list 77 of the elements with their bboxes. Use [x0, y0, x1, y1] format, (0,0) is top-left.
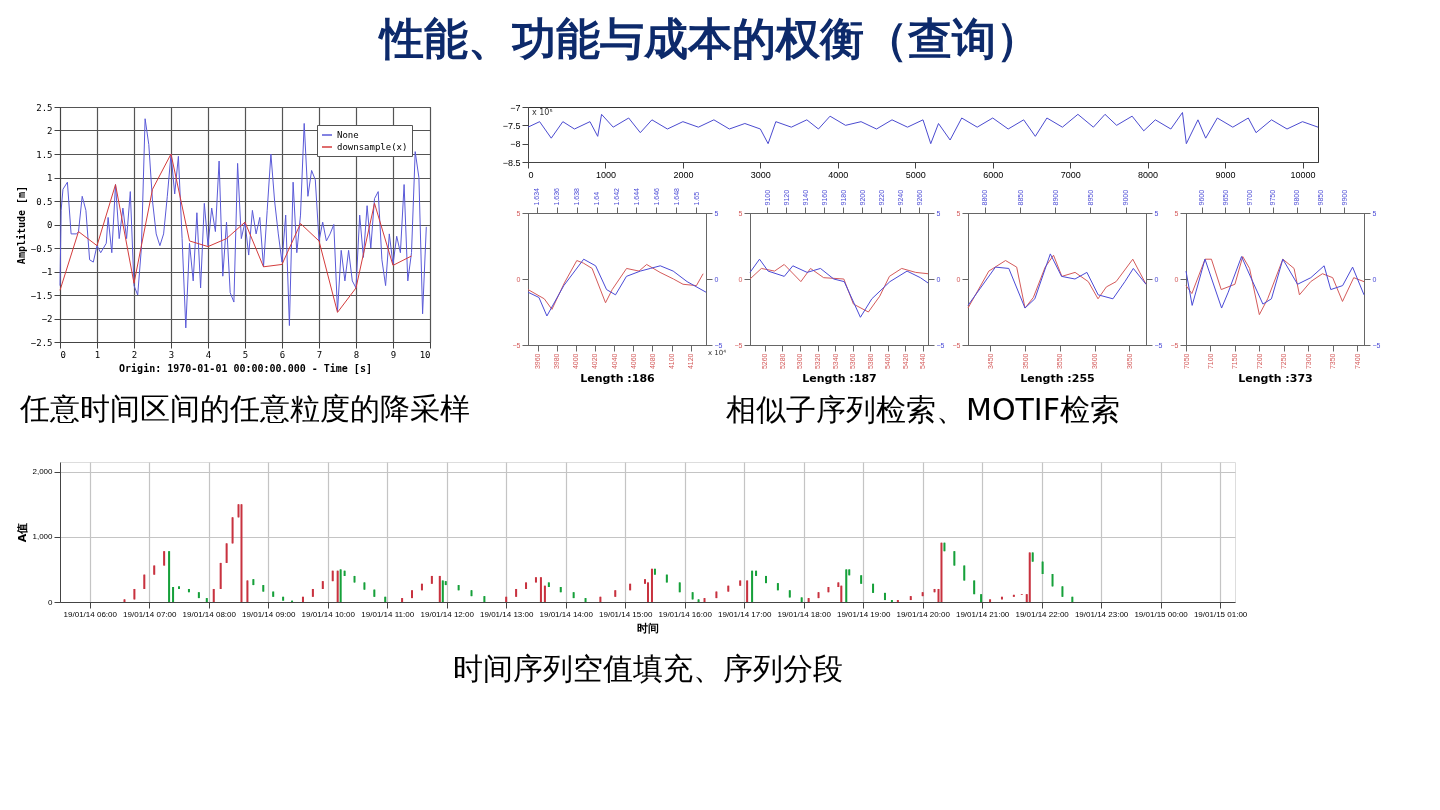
y-tick-label: 1,000 — [32, 532, 54, 542]
y-tick-label: 0 — [47, 220, 53, 230]
x-tick-label: 19/01/14 15:00 — [599, 609, 653, 619]
text: 任意时间区间的任意粒度的降采样 — [19, 391, 470, 426]
y-tick-label: −7.5 — [502, 120, 521, 131]
y-tick-label: −1 — [41, 267, 53, 277]
x-tick-label: 19/01/14 17:00 — [717, 609, 772, 619]
x-tick-label: 8000 — [1138, 169, 1159, 180]
x-tick-label: 7000 — [1060, 169, 1081, 180]
text: 时间序列空值填充、序列分段 — [452, 651, 843, 686]
x-axis-title: Length :255 — [1020, 372, 1095, 386]
x-tick-label: 3 — [168, 349, 175, 360]
x-tick-label: 6 — [279, 349, 286, 360]
x-tick-label: 2 — [131, 349, 138, 360]
x-tick-label: 2000 — [673, 169, 694, 180]
x-tick-label: 19/01/15 00:00 — [1134, 609, 1189, 619]
y-tick-label: −0.5 — [30, 243, 53, 254]
y-tick-label: −8 — [510, 139, 521, 150]
line-series — [59, 118, 427, 329]
annotation: x 10⁵ — [532, 108, 553, 117]
x-axis-title: Length :373 — [1238, 372, 1313, 386]
x-tick-label: 19/01/14 12:00 — [420, 609, 475, 619]
x-tick-label: 3000 — [750, 169, 771, 180]
y-tick-label: 2 — [47, 126, 53, 136]
x-tick-label: 10000 — [1290, 169, 1316, 180]
x-tick-label: 19/01/14 16:00 — [658, 609, 713, 619]
y-tick-label: 2,000 — [32, 467, 54, 477]
x-tick-label: 0 — [60, 349, 66, 360]
x-tick-label: 8 — [353, 349, 360, 360]
y-axis-title: A值 — [16, 522, 30, 543]
x-tick-label: 7 — [316, 349, 323, 360]
x-tick-label: 19/01/14 18:00 — [777, 609, 832, 619]
x-tick-label: 19/01/14 09:00 — [242, 609, 296, 619]
x-tick-label: 0 — [528, 169, 534, 180]
x-tick-label: 4000 — [828, 169, 849, 180]
y-tick-label: −8.5 — [502, 157, 521, 168]
line-series — [59, 153, 412, 313]
y-tick-label: −7 — [510, 102, 521, 113]
text: 性能、功能与成本的权衡（查询） — [377, 13, 1040, 64]
x-axis-title: Origin: 1970-01-01 00:00:00.000 - Time [s] — [119, 362, 372, 374]
line-series — [527, 260, 704, 310]
x-tick-label: 19/01/14 23:00 — [1074, 609, 1129, 619]
y-tick-label: 1.5 — [36, 149, 53, 160]
x-tick-label: 1 — [94, 349, 101, 360]
x-tick-label: 19/01/14 22:00 — [1015, 609, 1070, 619]
x-tick-label: 19/01/14 11:00 — [361, 609, 415, 619]
y-tick-label: −2.5 — [30, 337, 53, 348]
x-tick-label: 19/01/14 14:00 — [539, 609, 594, 619]
y-tick-label: −2 — [41, 314, 53, 324]
legend-label: downsample(x) — [337, 142, 408, 152]
x-tick-label: 19/01/14 13:00 — [480, 609, 534, 619]
x-tick-label: 19/01/14 10:00 — [301, 609, 356, 619]
x-axis-title: Length :187 — [802, 372, 877, 386]
x-axis-title: 时间 — [637, 621, 659, 635]
x-tick-label: 4 — [205, 349, 212, 360]
x-tick-label: 6000 — [983, 169, 1004, 180]
x-tick-label: 5 — [242, 349, 249, 360]
x-tick-label: 9 — [390, 349, 397, 360]
x-tick-label: 19/01/14 20:00 — [896, 609, 951, 619]
y-tick-label: 0 — [48, 597, 54, 607]
x-tick-label: 19/01/14 06:00 — [63, 609, 118, 619]
x-tick-label: 19/01/15 01:00 — [1193, 609, 1248, 619]
y-tick-label: −1.5 — [30, 290, 53, 301]
x-tick-label: 19/01/14 07:00 — [123, 609, 178, 619]
y-tick-label: 2.5 — [36, 102, 53, 113]
x-tick-label: 19/01/14 08:00 — [182, 609, 237, 619]
x-tick-label: 9000 — [1215, 169, 1236, 180]
y-axis-title: Amplitude [m] — [15, 185, 27, 265]
x-tick-label: 5000 — [905, 169, 926, 180]
text: 相似子序列检索、MOTIF检索 — [726, 392, 1120, 427]
y-tick-label: 0.5 — [36, 196, 53, 207]
x-axis-title: Length :186 — [580, 372, 656, 386]
x-tick-label: 1000 — [595, 169, 616, 180]
x-tick-label: 19/01/14 21:00 — [955, 609, 1010, 619]
x-tick-label: 10 — [419, 349, 431, 360]
legend-label: None — [337, 130, 359, 140]
x-tick-label: 19/01/14 19:00 — [836, 609, 891, 619]
